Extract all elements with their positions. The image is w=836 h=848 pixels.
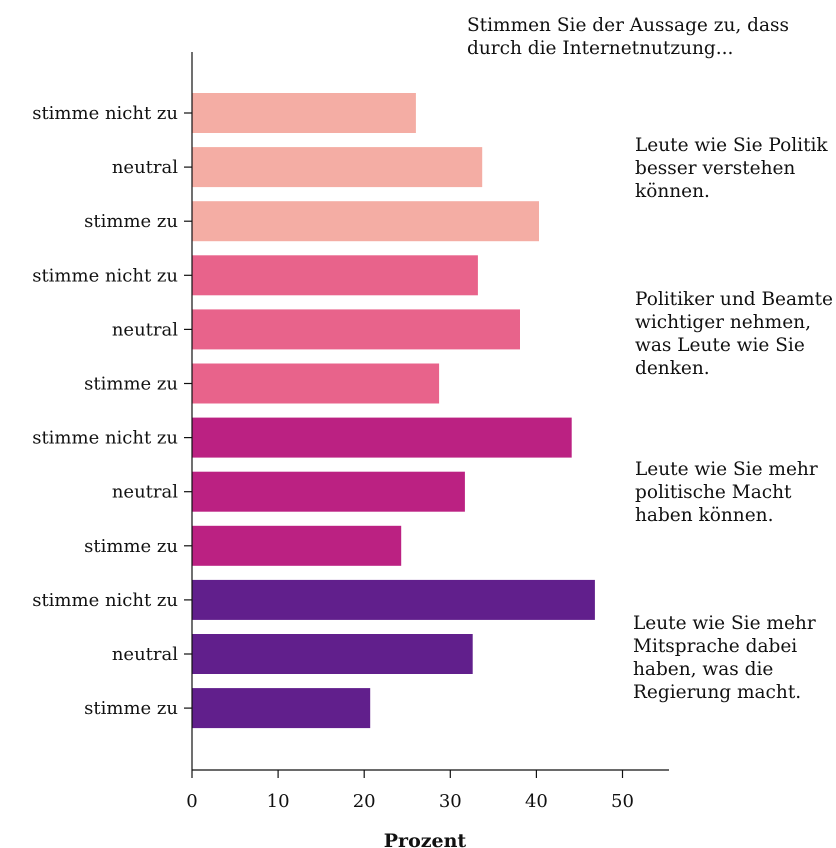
x-axis-title: Prozent xyxy=(384,830,467,848)
category-label-g2-c0: stimme nicht zu xyxy=(32,428,178,449)
x-tick-label-50: 50 xyxy=(611,791,634,812)
category-label-g0-c1: neutral xyxy=(112,157,178,178)
x-tick-label-30: 30 xyxy=(439,791,462,812)
chart-title: Stimmen Sie der Aussage zu, dass durch d… xyxy=(467,15,790,59)
category-label-g1-c2: stimme zu xyxy=(84,374,178,395)
x-tick-label-10: 10 xyxy=(267,791,290,812)
bar-g3-c2 xyxy=(192,688,371,729)
axes-layer: 0 10 20 30 40 50 xyxy=(184,52,669,812)
bar-g0-c1 xyxy=(192,147,483,188)
bar-g3-c1 xyxy=(192,634,473,674)
group-label-politische-macht: Leute wie Sie mehr politische Macht habe… xyxy=(635,459,818,526)
bar-g1-c1 xyxy=(192,309,520,350)
category-label-g1-c1: neutral xyxy=(112,319,178,340)
group-label-politiker-beamte: Politiker und Beamte wichtiger nehmen, w… xyxy=(635,289,833,379)
bar-g0-c2 xyxy=(192,201,539,242)
x-tick-label-0: 0 xyxy=(186,791,197,812)
category-label-g0-c2: stimme zu xyxy=(84,211,178,232)
bar-g2-c0 xyxy=(192,417,572,458)
category-label-g1-c0: stimme nicht zu xyxy=(32,265,178,286)
bar-g1-c0 xyxy=(192,255,478,296)
category-labels-layer: stimme nicht zu neutral stimme zu stimme ni… xyxy=(32,103,178,719)
category-label-g3-c2: stimme zu xyxy=(84,698,178,719)
category-label-g3-c0: stimme nicht zu xyxy=(32,590,178,611)
bar-g0-c0 xyxy=(192,93,416,133)
group-label-politik-verstehen: Leute wie Sie Politik besser verstehen k… xyxy=(635,135,828,202)
bars-layer xyxy=(192,93,595,729)
x-tick-label-40: 40 xyxy=(525,791,548,812)
bar-g2-c2 xyxy=(192,525,402,566)
bar-g2-c1 xyxy=(192,471,465,512)
bar-g1-c2 xyxy=(192,363,440,404)
bar-g3-c0 xyxy=(192,579,595,620)
x-tick-label-20: 20 xyxy=(353,791,376,812)
category-label-g2-c2: stimme zu xyxy=(84,536,178,557)
group-label-mitsprache: Leute wie Sie mehr Mitsprache dabei habe… xyxy=(633,613,816,703)
category-label-g3-c1: neutral xyxy=(112,644,178,665)
category-label-g2-c1: neutral xyxy=(112,482,178,503)
category-label-g0-c0: stimme nicht zu xyxy=(32,103,178,124)
